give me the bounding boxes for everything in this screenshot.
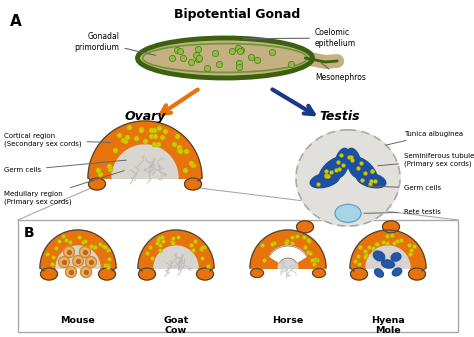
Ellipse shape (391, 253, 401, 261)
Ellipse shape (350, 268, 367, 280)
Ellipse shape (184, 178, 201, 190)
Polygon shape (56, 246, 100, 268)
Ellipse shape (334, 148, 349, 178)
Text: Bipotential Gonad: Bipotential Gonad (174, 8, 300, 21)
Ellipse shape (99, 268, 116, 280)
Text: Ovary: Ovary (124, 110, 166, 123)
Ellipse shape (138, 268, 155, 280)
Ellipse shape (346, 148, 362, 178)
Ellipse shape (383, 221, 400, 233)
Text: Germ cells: Germ cells (369, 185, 441, 191)
Ellipse shape (89, 178, 106, 190)
Text: Coelomic
epithelium: Coelomic epithelium (243, 28, 356, 48)
Ellipse shape (319, 157, 343, 181)
Ellipse shape (137, 38, 312, 78)
Ellipse shape (250, 269, 264, 277)
Ellipse shape (382, 260, 394, 268)
Text: Testis: Testis (319, 110, 360, 123)
Text: Medullary region
(Primary sex cords): Medullary region (Primary sex cords) (4, 171, 124, 205)
Text: Mouse: Mouse (61, 316, 95, 325)
Text: A: A (10, 14, 22, 29)
Polygon shape (88, 121, 202, 178)
Text: Tunica albuginea: Tunica albuginea (386, 131, 463, 145)
Text: Rete testis: Rete testis (364, 209, 441, 215)
Circle shape (65, 267, 76, 277)
Ellipse shape (296, 130, 400, 226)
Ellipse shape (392, 268, 401, 276)
Polygon shape (154, 246, 198, 268)
Ellipse shape (353, 157, 377, 181)
Text: Gonadal
primordium: Gonadal primordium (74, 32, 156, 55)
Ellipse shape (409, 268, 426, 280)
Polygon shape (269, 246, 307, 263)
Text: Germ cells: Germ cells (4, 160, 126, 173)
Text: Goat
Cow: Goat Cow (164, 316, 189, 335)
Circle shape (73, 255, 83, 267)
Ellipse shape (40, 268, 57, 280)
Polygon shape (350, 230, 426, 268)
Text: Mesonephros: Mesonephros (315, 63, 366, 83)
Ellipse shape (356, 172, 386, 188)
Text: Horse: Horse (273, 316, 304, 325)
Circle shape (64, 246, 74, 257)
Ellipse shape (310, 172, 339, 188)
Circle shape (80, 246, 91, 257)
Ellipse shape (374, 269, 383, 277)
Text: Cortical region
(Secondary sex cords): Cortical region (Secondary sex cords) (4, 133, 111, 147)
Circle shape (58, 256, 70, 268)
Ellipse shape (374, 251, 385, 261)
Ellipse shape (197, 268, 213, 280)
Polygon shape (138, 230, 214, 268)
Text: Hyena
Mole: Hyena Mole (371, 316, 405, 335)
Ellipse shape (297, 221, 313, 233)
Text: B: B (24, 226, 35, 240)
FancyBboxPatch shape (18, 220, 458, 332)
Text: Seminiferous tubules
(Primary sex cords): Seminiferous tubules (Primary sex cords) (378, 153, 474, 167)
Polygon shape (40, 230, 116, 268)
Ellipse shape (335, 204, 361, 222)
Circle shape (85, 256, 97, 268)
Circle shape (81, 267, 91, 277)
Polygon shape (112, 145, 178, 178)
Ellipse shape (312, 269, 326, 277)
Polygon shape (366, 246, 410, 268)
Polygon shape (278, 258, 298, 268)
Polygon shape (250, 230, 326, 268)
